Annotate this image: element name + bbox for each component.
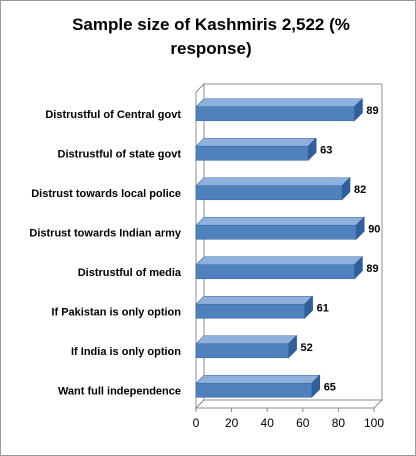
category-label: If Pakistan is only option bbox=[51, 306, 181, 318]
bar bbox=[195, 106, 355, 122]
bar bbox=[195, 303, 305, 319]
value-label: 89 bbox=[366, 105, 378, 117]
value-label: 65 bbox=[324, 381, 336, 393]
category-label: Distrustful of state govt bbox=[58, 148, 182, 160]
bar-top bbox=[195, 256, 364, 266]
bar-top bbox=[195, 216, 365, 226]
floor bbox=[194, 399, 384, 409]
chart-title: Sample size of Kashmiris 2,522 (% respon… bbox=[72, 15, 350, 58]
bar bbox=[195, 382, 312, 398]
x-tick-label: 40 bbox=[261, 416, 275, 430]
x-tick-label: 100 bbox=[364, 416, 384, 430]
value-label: 52 bbox=[301, 342, 313, 354]
x-tick-label: 0 bbox=[193, 416, 200, 430]
bar-top bbox=[195, 295, 314, 305]
value-label: 82 bbox=[354, 184, 366, 196]
bar bbox=[195, 185, 343, 201]
category-label: Distrustful of media bbox=[78, 267, 182, 279]
bar-top bbox=[195, 98, 364, 108]
left-wall bbox=[195, 82, 205, 410]
value-label: 89 bbox=[366, 263, 378, 275]
category-label: If India is only option bbox=[71, 346, 181, 358]
x-tick-label: 20 bbox=[225, 416, 239, 430]
bar bbox=[195, 145, 309, 161]
category-label: Distrustful of Central govt bbox=[45, 109, 181, 121]
value-label: 90 bbox=[368, 223, 380, 235]
bar-top bbox=[195, 335, 298, 345]
bar bbox=[195, 264, 355, 280]
category-label: Want full independence bbox=[58, 385, 181, 397]
category-label: Distrust towards Indian army bbox=[29, 227, 181, 239]
bar bbox=[195, 343, 289, 359]
bar-top bbox=[195, 137, 317, 147]
category-label: Distrust towards local police bbox=[31, 188, 181, 200]
bar bbox=[195, 224, 357, 240]
bar-top bbox=[195, 177, 351, 187]
bar-top bbox=[195, 374, 321, 384]
value-label: 63 bbox=[320, 144, 332, 156]
x-tick-label: 60 bbox=[296, 416, 310, 430]
x-tick-label: 80 bbox=[332, 416, 346, 430]
value-label: 61 bbox=[317, 302, 329, 314]
